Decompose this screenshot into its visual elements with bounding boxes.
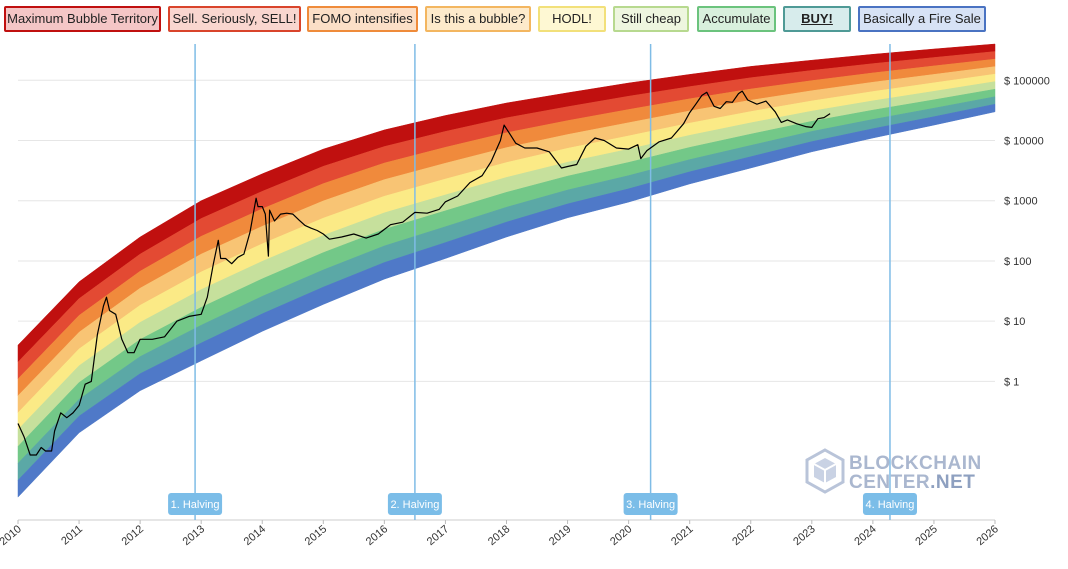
x-tick-label: 2016 (364, 523, 390, 548)
blockchaincenter-watermark: BLOCKCHAIN CENTER.NET (805, 446, 985, 498)
x-tick-label: 2012 (120, 523, 146, 548)
watermark-net: .NET (930, 472, 976, 493)
price-series (17, 90, 831, 456)
x-tick-label: 2019 (547, 523, 573, 548)
x-tick-label: 2014 (242, 523, 268, 548)
legend-item: Accumulate (697, 6, 776, 32)
x-tick-label: 2024 (852, 523, 878, 548)
x-tick-label: 2018 (486, 523, 512, 548)
watermark-line1: BLOCKCHAIN (849, 453, 982, 474)
legend-item: FOMO intensifies (307, 6, 418, 32)
x-tick-label: 2026 (974, 523, 1000, 548)
cube-logo-icon (805, 448, 845, 494)
halving-label: 1. Halving (171, 499, 220, 511)
halving-label: 4. Halving (866, 499, 915, 511)
x-tick-label: 2021 (669, 523, 695, 548)
y-tick-label: $ 10000 (1004, 135, 1044, 147)
legend-item: Maximum Bubble Territory (4, 6, 161, 32)
x-tick-label: 2015 (303, 523, 329, 548)
halving-markers: 1. Halving 2. Halving 3. Halving 4. Halving (168, 44, 917, 520)
y-axis: $ 1 $ 10 $ 100 $ 1000 $ 10000 $ 100000 (1004, 75, 1050, 388)
x-tick-label: 2022 (730, 523, 756, 548)
x-tick-label: 2013 (181, 523, 207, 548)
x-tick-label: 2017 (425, 523, 451, 548)
price-line (17, 90, 831, 456)
legend-item: Is this a bubble? (425, 6, 531, 32)
x-tick-label: 2023 (791, 523, 817, 548)
legend-item: Still cheap (613, 6, 689, 32)
y-tick-label: $ 100 (1004, 256, 1032, 268)
legend-item: BUY! (783, 6, 851, 32)
y-tick-label: $ 1000 (1004, 196, 1038, 208)
halving-label: 2. Halving (390, 499, 439, 511)
x-tick-label: 2025 (913, 523, 939, 548)
legend-item: HODL! (538, 6, 606, 32)
halving-label: 3. Halving (626, 499, 675, 511)
rainbow-band (17, 103, 996, 498)
watermark-line2: CENTER.NET (849, 472, 975, 494)
legend-item: Basically a Fire Sale (858, 6, 986, 32)
x-axis: 2010 2011 2012 2013 2014 2015 2016 2017 2018 2019… (0, 520, 1001, 548)
watermark-center: CENTER (849, 472, 931, 493)
rainbow-bands (17, 43, 996, 498)
x-tick-label: 2020 (608, 523, 634, 548)
y-tick-label: $ 100000 (1004, 75, 1050, 87)
legend-item: Sell. Seriously, SELL! (168, 6, 301, 32)
y-tick-label: $ 10 (1004, 316, 1025, 328)
halving-label-box (387, 493, 442, 515)
legend: Maximum Bubble Territory Sell. Seriously,… (0, 0, 1068, 40)
halving-label-box (862, 493, 917, 515)
x-tick-label: 2011 (59, 523, 85, 547)
halving-label-box (168, 493, 223, 515)
x-tick-label: 2010 (0, 523, 24, 548)
y-tick-label: $ 1 (1004, 376, 1019, 388)
halving-label-box (623, 493, 678, 515)
